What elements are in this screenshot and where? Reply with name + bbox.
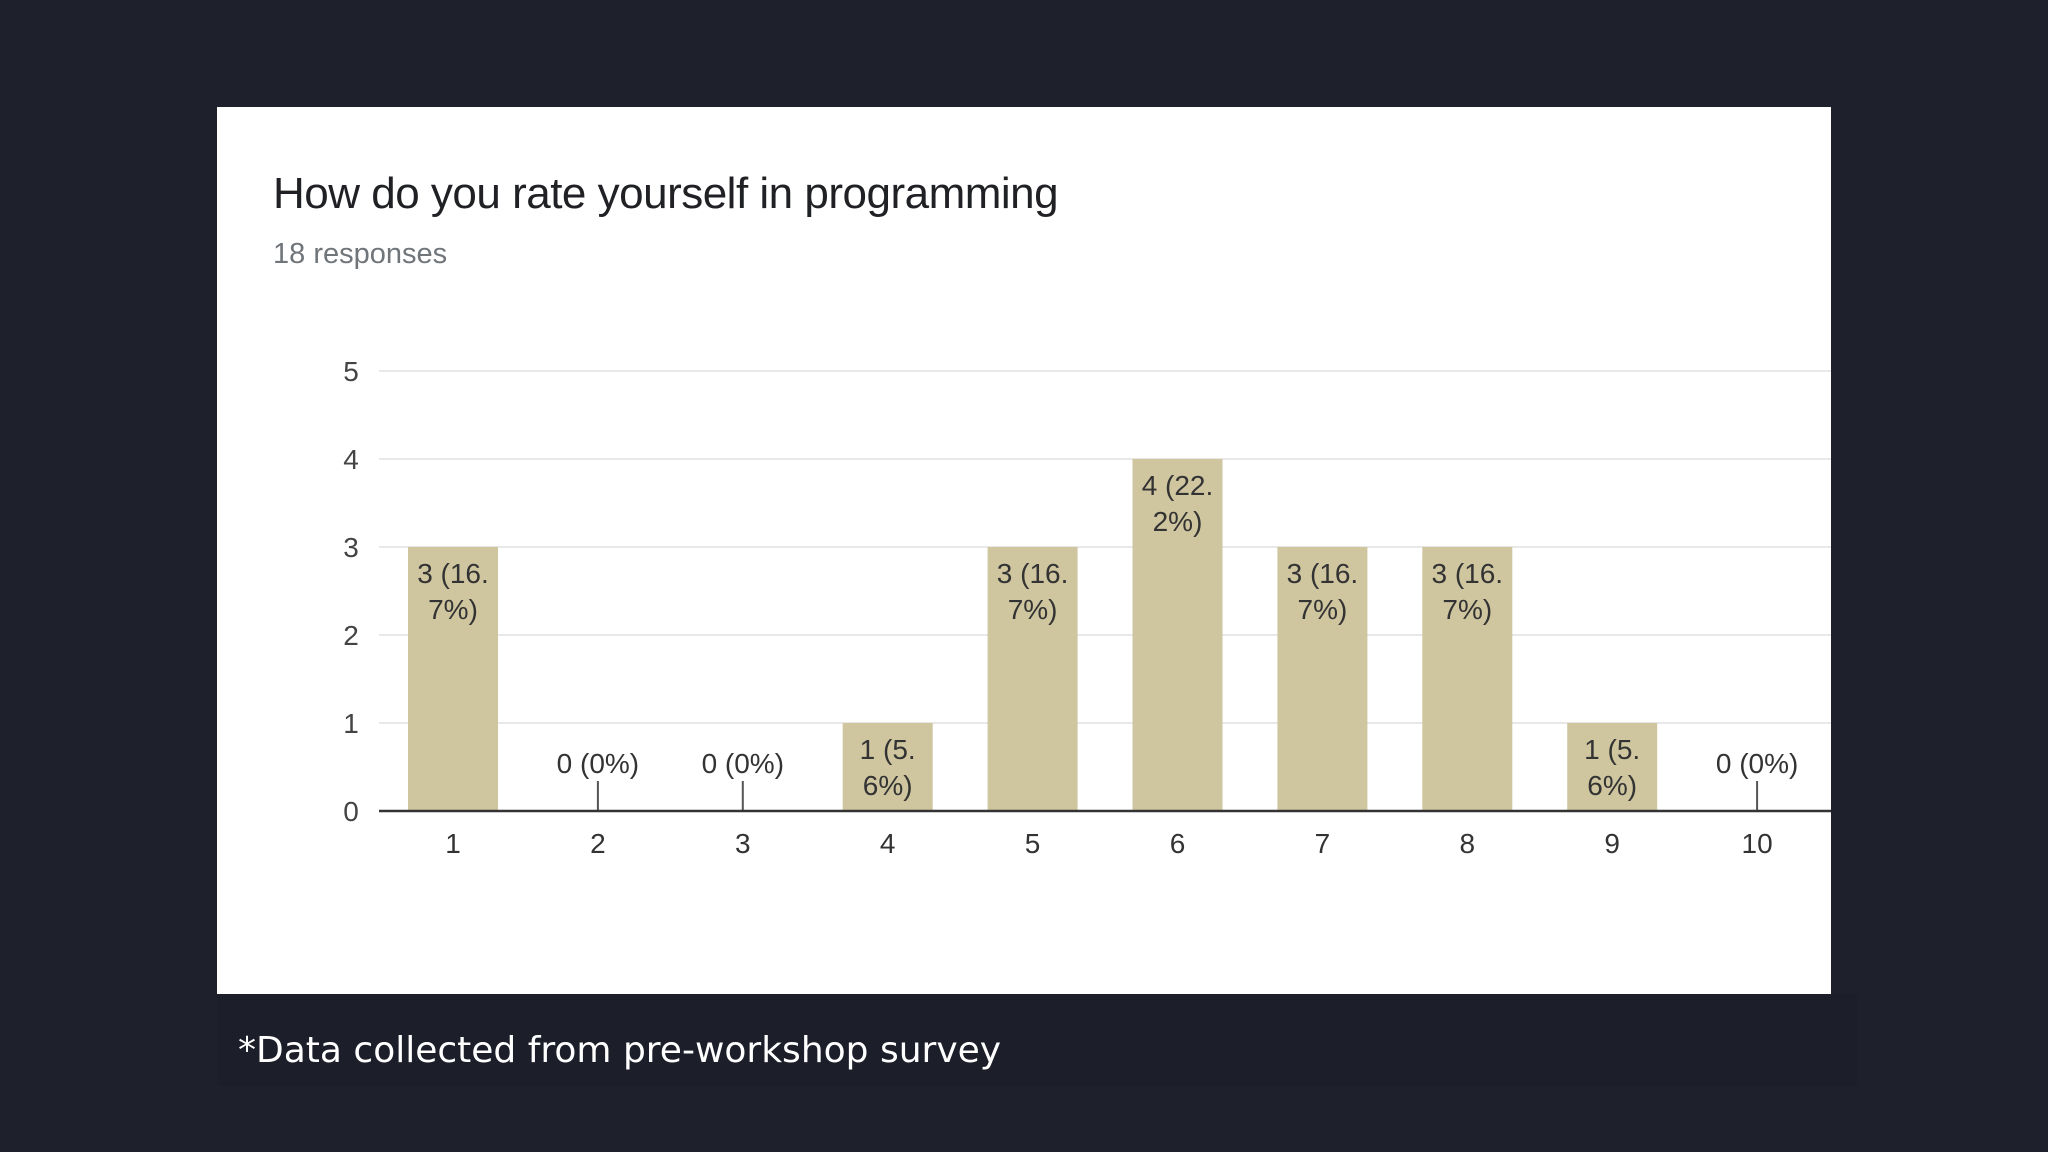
bar-7 xyxy=(1277,547,1368,811)
x-tick-label: 9 xyxy=(1604,828,1620,859)
y-tick-label: 0 xyxy=(343,796,359,827)
y-tick-label: 2 xyxy=(343,620,359,651)
x-tick-label: 3 xyxy=(735,828,751,859)
data-label: 1 (5. xyxy=(1584,734,1640,765)
caption-text: *Data collected from pre-workshop survey xyxy=(238,1030,1002,1071)
x-tick-label: 1 xyxy=(445,828,461,859)
data-label: 4 (22. xyxy=(1142,470,1214,501)
x-tick-label: 5 xyxy=(1025,828,1041,859)
data-label: 6%) xyxy=(1587,770,1637,801)
data-label: 7%) xyxy=(1008,594,1058,625)
y-tick-label: 3 xyxy=(343,532,359,563)
bar-5 xyxy=(987,547,1078,811)
x-tick-label: 7 xyxy=(1315,828,1331,859)
x-tick-label: 4 xyxy=(880,828,896,859)
caption-bar: *Data collected from pre-workshop survey xyxy=(217,994,1857,1086)
x-tick-label: 6 xyxy=(1170,828,1186,859)
bar-1 xyxy=(408,547,498,811)
data-label: 7%) xyxy=(428,594,478,625)
bar-8 xyxy=(1422,547,1513,811)
x-tick-label: 2 xyxy=(590,828,606,859)
bar-6 xyxy=(1132,459,1223,811)
x-tick-label: 10 xyxy=(1742,828,1773,859)
data-label: 7%) xyxy=(1298,594,1348,625)
y-tick-label: 4 xyxy=(343,444,359,475)
data-label: 1 (5. xyxy=(860,734,916,765)
x-tick-label: 8 xyxy=(1460,828,1476,859)
data-label: 0 (0%) xyxy=(702,748,784,779)
bar-chart: 3 (16. 7%) 0 (0%) 0 (0%) 1 (5. 6%) 3 (16. 7%) 4 … xyxy=(343,356,1831,859)
data-label: 7%) xyxy=(1442,594,1492,625)
data-label: 3 (16. xyxy=(1431,558,1503,589)
data-label: 3 (16. xyxy=(997,558,1069,589)
bar-9 xyxy=(1567,723,1658,811)
data-label: 6%) xyxy=(863,770,913,801)
chart-panel: How do you rate yourself in programming … xyxy=(217,107,1831,994)
data-label: 3 (16. xyxy=(1287,558,1359,589)
data-label: 0 (0%) xyxy=(557,748,639,779)
data-label: 0 (0%) xyxy=(1716,748,1798,779)
response-count: 18 responses xyxy=(273,238,448,270)
y-tick-label: 5 xyxy=(343,356,359,387)
data-label: 3 (16. xyxy=(417,558,489,589)
bar-4 xyxy=(842,723,933,811)
data-label: 2%) xyxy=(1153,506,1203,537)
chart-title: How do you rate yourself in programming xyxy=(273,169,1059,218)
y-tick-label: 1 xyxy=(343,708,359,739)
